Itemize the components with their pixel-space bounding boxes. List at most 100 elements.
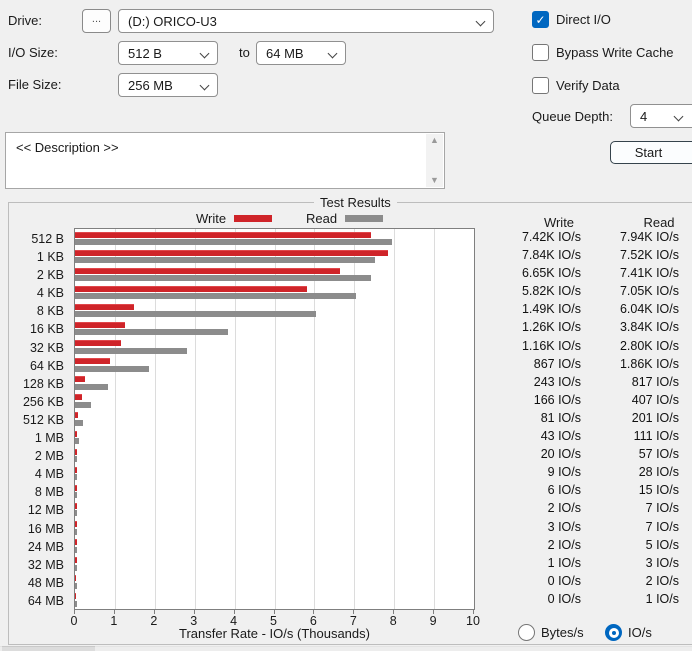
y-axis-label: 12 MB	[27, 503, 64, 518]
ios-per-sec-radio[interactable]: IO/s	[605, 624, 652, 641]
x-tick-mark	[193, 610, 195, 614]
start-button[interactable]: Start	[610, 141, 692, 164]
x-tick-label: 6	[309, 614, 317, 628]
queue-depth-select[interactable]: 4	[630, 104, 692, 128]
x-tick-label: 0	[70, 614, 78, 628]
write-bar-8-mb	[75, 484, 77, 491]
x-tick-mark	[353, 610, 355, 614]
ios-per-sec-label: IO/s	[628, 625, 652, 640]
write-swatch-icon	[234, 215, 273, 222]
read-bar-4-kb	[75, 293, 357, 300]
y-axis-label: 2 MB	[34, 449, 64, 464]
read-bar-64-mb	[75, 600, 77, 607]
write-bar-2-kb	[75, 267, 341, 274]
checkbox-icon: ✓	[532, 11, 549, 28]
gridline	[354, 229, 356, 609]
read-value: 3.84K IO/s	[619, 320, 679, 335]
y-axis-label: 256 KB	[22, 394, 64, 409]
write-value: 1 IO/s	[547, 555, 581, 570]
legend-read-label: Read	[306, 211, 338, 226]
write-value: 1.16K IO/s	[521, 338, 581, 353]
bytes-per-sec-radio[interactable]: Bytes/s	[518, 624, 584, 641]
read-value: 3 IO/s	[645, 555, 679, 570]
y-axis-label: 8 KB	[36, 304, 64, 319]
gridline	[274, 229, 276, 609]
read-bar-1-mb	[75, 438, 80, 445]
queue-depth-value: 4	[640, 108, 648, 124]
scroll-down-icon[interactable]: ▼	[430, 175, 439, 185]
x-tick-label: 5	[270, 614, 277, 628]
io-size-to-select[interactable]: 64 MB	[256, 41, 346, 65]
x-tick-mark	[233, 610, 235, 614]
browse-drive-label: ...	[91, 13, 102, 25]
verify-data-checkbox[interactable]: ✓ Verify Data	[532, 77, 620, 94]
write-value: 1.26K IO/s	[521, 320, 581, 335]
read-value: 201 IO/s	[631, 410, 679, 425]
x-tick-label: 10	[466, 614, 480, 628]
gridline	[394, 229, 396, 609]
description-textarea[interactable]: << Description >> ▲ ▼	[5, 132, 445, 189]
x-tick-mark	[313, 610, 315, 614]
write-bar-12-mb	[75, 502, 77, 509]
read-value: 57 IO/s	[638, 447, 679, 462]
gridline	[154, 229, 156, 609]
io-size-to-value: 64 MB	[266, 45, 304, 61]
file-size-select[interactable]: 256 MB	[118, 73, 218, 97]
read-bar-48-mb	[75, 582, 77, 589]
write-value: 0 IO/s	[547, 591, 581, 606]
io-size-from-select[interactable]: 512 B	[118, 41, 218, 65]
checkbox-icon: ✓	[532, 77, 549, 94]
x-tick-label: 4	[230, 614, 238, 628]
read-bar-512-kb	[75, 419, 84, 426]
y-axis-label: 16 MB	[27, 521, 64, 536]
bypass-write-cache-checkbox[interactable]: ✓ Bypass Write Cache	[532, 44, 674, 61]
read-value: 7 IO/s	[645, 501, 679, 516]
radio-icon	[518, 624, 535, 641]
queue-depth-label: Queue Depth:	[532, 109, 613, 124]
gridline	[194, 229, 196, 609]
y-axis-label: 24 MB	[27, 539, 64, 554]
legend-write: Write	[196, 211, 273, 226]
read-value: 7.52K IO/s	[619, 248, 679, 263]
benchmark-chart	[74, 228, 475, 610]
read-swatch-icon	[345, 215, 384, 222]
read-bar-12-mb	[75, 510, 77, 517]
legend-read: Read	[306, 211, 384, 226]
bottom-scrollbar-track[interactable]	[0, 646, 692, 651]
y-axis-label: 128 KB	[22, 376, 64, 391]
write-bar-16-mb	[75, 521, 77, 528]
write-value: 20 IO/s	[540, 447, 581, 462]
gridline	[434, 229, 436, 609]
scroll-up-icon[interactable]: ▲	[430, 135, 439, 145]
chevron-down-icon	[199, 48, 210, 59]
io-size-to-label: to	[239, 45, 250, 60]
x-tick-label: 7	[349, 614, 357, 628]
test-results-title: Test Results	[314, 195, 397, 210]
description-scrollbar[interactable]: ▲ ▼	[426, 134, 443, 187]
write-value: 166 IO/s	[533, 392, 581, 407]
write-value: 2 IO/s	[547, 501, 581, 516]
chevron-down-icon	[475, 16, 486, 27]
browse-drive-button[interactable]: ...	[82, 9, 111, 33]
write-value: 3 IO/s	[547, 519, 581, 534]
start-button-label: Start	[634, 145, 663, 160]
write-value: 5.82K IO/s	[521, 284, 581, 299]
y-axis-label: 16 KB	[29, 322, 64, 337]
bottom-scrollbar-thumb[interactable]	[2, 646, 95, 651]
write-bar-1-kb	[75, 249, 388, 256]
x-tick-label: 9	[429, 614, 437, 628]
read-bar-2-kb	[75, 275, 371, 282]
read-bar-8-mb	[75, 492, 77, 499]
x-tick-mark	[153, 610, 155, 614]
drive-select[interactable]: (D:) ORICO-U3	[118, 9, 494, 33]
io-size-label: I/O Size:	[8, 45, 58, 60]
y-axis-label: 64 MB	[27, 593, 64, 608]
write-value: 7.42K IO/s	[521, 230, 581, 244]
write-value: 867 IO/s	[533, 356, 581, 371]
drive-select-value: (D:) ORICO-U3	[128, 13, 217, 29]
y-axis-label: 512 KB	[22, 412, 64, 427]
direct-io-checkbox[interactable]: ✓ Direct I/O	[532, 11, 611, 28]
y-axis-label: 1 MB	[34, 431, 64, 446]
read-value: 1.86K IO/s	[619, 356, 679, 371]
read-bar-32-kb	[75, 347, 187, 354]
